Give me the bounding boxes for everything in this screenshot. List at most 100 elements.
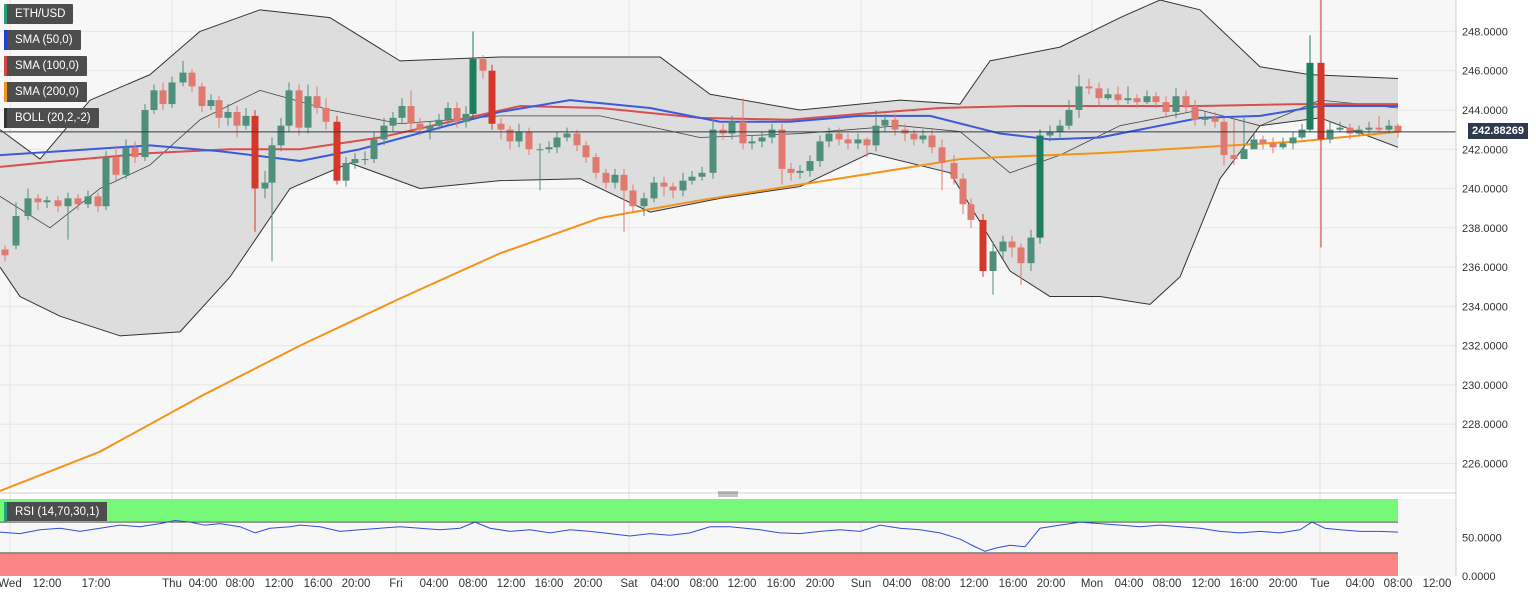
candle: [863, 137, 871, 158]
candle-body: [1250, 139, 1258, 150]
candle: [979, 214, 987, 277]
candle-body: [398, 106, 406, 118]
candle: [679, 172, 687, 197]
legend-item-sma50[interactable]: SMA (50,0): [4, 30, 81, 50]
candle: [43, 196, 51, 209]
candle-body: [370, 139, 378, 160]
bollinger-fill: [0, 0, 1398, 336]
candle: [582, 141, 590, 163]
candle: [141, 104, 149, 162]
candle-body: [1104, 94, 1112, 99]
legend-item-boll[interactable]: BOLL (20,2,-2): [4, 108, 99, 128]
candle-body: [910, 133, 918, 140]
time-tick-label: 12:00: [265, 578, 294, 590]
time-tick-label: 04:00: [883, 578, 912, 590]
candle-body: [1317, 62, 1325, 140]
time-tick-label: 12:00: [1192, 578, 1221, 590]
candle: [959, 172, 967, 215]
candle-body: [198, 86, 206, 107]
candle: [198, 82, 206, 112]
legend-label: BOLL (20,2,-2): [15, 112, 91, 124]
candle: [313, 86, 321, 114]
candle: [444, 102, 452, 126]
candle-body: [515, 131, 523, 142]
legend-swatch: [4, 82, 7, 102]
last-price-badge: 242.88269: [1468, 122, 1528, 139]
sma100-line: [0, 103, 1398, 168]
legend-swatch: [4, 108, 7, 128]
candle-body: [497, 123, 505, 130]
rsi-pane: 50.0000 0.0000: [0, 499, 1502, 583]
candle-body: [1191, 106, 1199, 120]
pane-resize-handle-icon[interactable]: [718, 491, 738, 497]
candle: [1027, 229, 1035, 272]
time-tick-label: Sat: [620, 578, 638, 590]
candle: [416, 117, 424, 136]
rsi-tick-label: 0.0000: [1462, 571, 1496, 583]
candle: [758, 131, 766, 148]
time-tick-label: 12:00: [728, 578, 757, 590]
price-tick-label: 236.0000: [1462, 262, 1508, 274]
legend-item-sma100[interactable]: SMA (100,0): [4, 56, 87, 76]
candle-body: [778, 129, 786, 169]
candle: [268, 137, 276, 262]
time-tick-label: 12:00: [33, 578, 62, 590]
bollinger-upper-line: [0, 0, 1399, 160]
candle: [844, 133, 852, 150]
candle: [573, 129, 581, 152]
time-tick-label: Thu: [162, 578, 182, 590]
candle: [806, 155, 814, 177]
candle-body: [835, 133, 843, 140]
candle: [1143, 90, 1151, 105]
rsi-legend-label[interactable]: RSI (14,70,30,1): [4, 501, 108, 522]
candle-body: [640, 198, 648, 207]
candle-body: [295, 90, 303, 128]
candle-body: [1298, 129, 1306, 138]
candle-body: [545, 147, 553, 150]
bollinger-middle-line: [0, 89, 1399, 229]
candle: [74, 194, 82, 211]
legend-label: ETH/USD: [15, 8, 66, 20]
candle: [1191, 100, 1199, 126]
candle: [398, 98, 406, 124]
candle-body: [1269, 143, 1277, 148]
candle: [488, 64, 496, 130]
candle: [407, 90, 415, 130]
time-tick-label: 08:00: [690, 578, 719, 590]
candle: [285, 82, 293, 132]
candle: [1095, 82, 1103, 107]
candle-body: [261, 182, 269, 189]
indicator-legend: ETH/USD SMA (50,0) SMA (100,0) SMA (200,…: [4, 4, 99, 128]
candle-body: [34, 198, 42, 203]
candle: [816, 135, 824, 167]
legend-item-sma200[interactable]: SMA (200,0): [4, 82, 87, 102]
candle: [698, 166, 706, 181]
candle: [553, 131, 561, 154]
candle-body: [1336, 127, 1344, 130]
candle-body: [592, 157, 600, 173]
price-tick-label: 226.0000: [1462, 458, 1508, 470]
candle-body: [1230, 155, 1238, 160]
candle: [506, 125, 514, 150]
candle-body: [1365, 127, 1373, 130]
candle-body: [1375, 127, 1383, 130]
sma50-line: [0, 99, 1398, 163]
candle-body: [1201, 117, 1209, 120]
time-tick-label: 12:00: [497, 578, 526, 590]
candle: [168, 76, 176, 109]
candle-body: [844, 139, 852, 144]
candle: [322, 98, 330, 130]
candle: [967, 198, 975, 228]
candle: [351, 153, 359, 169]
candle-body: [1211, 117, 1219, 122]
candle: [426, 121, 434, 140]
candle-body: [602, 172, 610, 183]
candle-body: [342, 163, 350, 181]
legend-item-symbol[interactable]: ETH/USD: [4, 4, 74, 24]
candle-body: [1346, 127, 1354, 134]
candle-body: [611, 174, 619, 183]
candle: [1394, 123, 1402, 138]
price-tick-label: 234.0000: [1462, 301, 1508, 313]
time-tick-label: Sun: [851, 578, 871, 590]
